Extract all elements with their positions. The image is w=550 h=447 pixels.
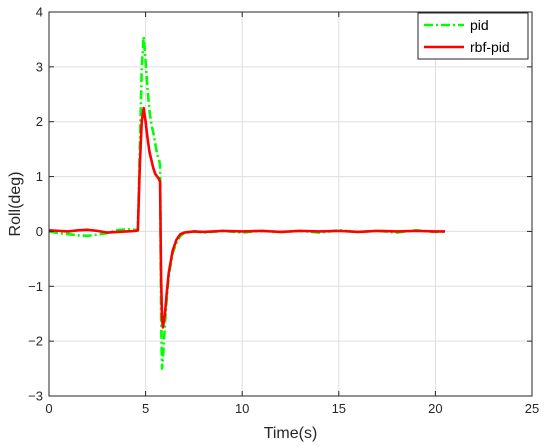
plot-background <box>49 12 532 396</box>
series-line-pid <box>48 35 446 370</box>
y-tick-label: 3 <box>36 59 43 74</box>
x-axis-title: Time(s) <box>264 425 318 442</box>
plot-area <box>48 11 533 397</box>
x-tick-label: 15 <box>332 401 346 416</box>
series-line-rbf-pid <box>48 106 446 329</box>
y-tick-label: −3 <box>28 389 43 404</box>
y-tick-label: 2 <box>36 114 43 129</box>
x-tick-label: 20 <box>428 401 442 416</box>
y-tick-label: 0 <box>36 224 43 239</box>
y-tick-labels: −3 −2 −1 0 1 2 3 4 <box>28 5 43 404</box>
y-tick-label: 1 <box>36 169 43 184</box>
series-lines <box>48 35 446 370</box>
y-tick-label: −2 <box>28 334 43 349</box>
legend-box <box>417 12 529 60</box>
legend-label-pid: pid <box>470 17 489 33</box>
legend-label-rbf-pid: rbf-pid <box>470 39 510 55</box>
y-axis-title: Roll(deg) <box>7 172 24 237</box>
x-tick-label: 5 <box>142 401 149 416</box>
x-tick-label: 10 <box>235 401 249 416</box>
y-tick-label: −1 <box>28 279 43 294</box>
plot-frame <box>48 11 533 397</box>
x-tick-label: 25 <box>525 401 539 416</box>
x-tick-label: 0 <box>45 401 52 416</box>
y-tick-label: 4 <box>36 5 43 20</box>
x-tick-labels: 0 5 10 15 20 25 <box>45 401 539 416</box>
legend: pid rbf-pid <box>417 12 529 60</box>
